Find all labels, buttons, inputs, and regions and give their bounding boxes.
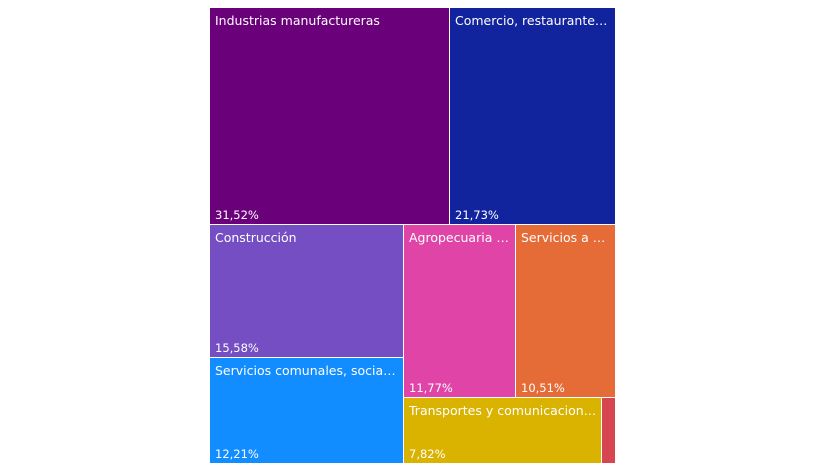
tile-value: 31,52%: [215, 208, 259, 222]
tile-label: Agropecuaria y...: [409, 230, 511, 245]
tile-label: Industrias manufactureras: [215, 13, 380, 28]
treemap-tile[interactable]: Construcción 15,58%: [210, 225, 403, 357]
tile-value: 7,82%: [409, 447, 446, 461]
treemap-tile[interactable]: Comercio, restaurantes ... 21,73%: [450, 8, 615, 224]
tile-value: 10,51%: [521, 381, 565, 395]
tile-label: Transportes y comunicaciones: [409, 403, 597, 418]
treemap-tile[interactable]: Industrias manufactureras 31,52%: [210, 8, 449, 224]
tile-value: 21,73%: [455, 208, 499, 222]
treemap-tile[interactable]: Transportes y comunicaciones 7,82%: [404, 398, 601, 463]
treemap-tile[interactable]: Agropecuaria y... 11,77%: [404, 225, 515, 397]
tile-value: 11,77%: [409, 381, 453, 395]
tile-label: Comercio, restaurantes ...: [455, 13, 611, 28]
tile-label: Servicios a e...: [521, 230, 611, 245]
tile-label: Construcción: [215, 230, 297, 245]
treemap-tile[interactable]: Servicios a e... 10,51%: [516, 225, 615, 397]
tile-label: Servicios comunales, sociales...: [215, 363, 399, 378]
tile-value: 12,21%: [215, 447, 259, 461]
treemap-tile[interactable]: [602, 398, 615, 463]
treemap-tile[interactable]: Servicios comunales, sociales... 12,21%: [210, 358, 403, 463]
tile-value: 15,58%: [215, 341, 259, 355]
